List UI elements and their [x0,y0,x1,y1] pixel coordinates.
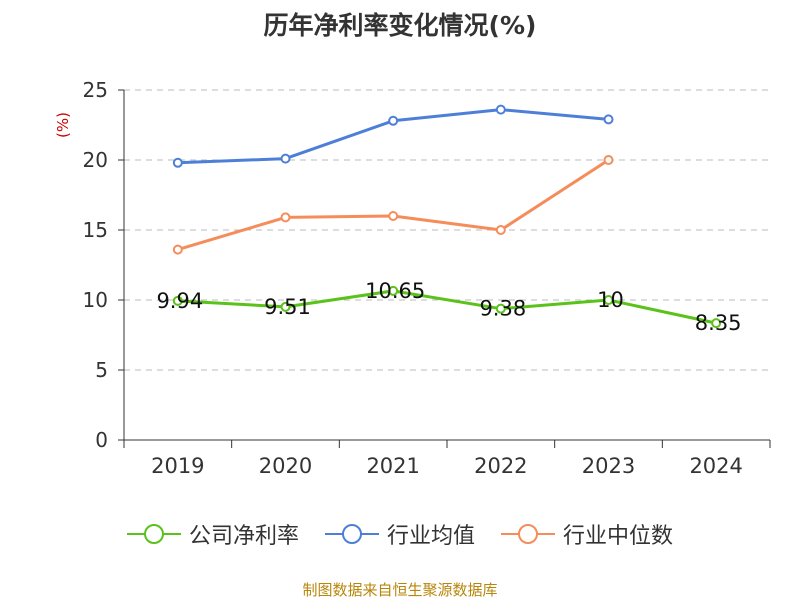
data-point [388,211,399,221]
x-tick-label: 2019 [151,454,204,478]
data-point [388,285,399,296]
data-point [495,225,506,235]
series-line [177,289,717,325]
data-point [172,244,183,255]
data-label: 10 [597,288,624,312]
data-label: 9.38 [479,297,526,321]
y-tick-label: 15 [83,218,108,242]
data-label: 8.35 [695,311,742,335]
data-point [603,155,614,165]
legend-item-industry-mean[interactable]: 行业均值 [324,518,475,550]
data-point [388,115,399,126]
data-point [711,318,722,329]
data-point [495,104,506,115]
y-tick-label: 20 [83,148,108,172]
legend-item-industry-median[interactable]: 行业中位数 [501,518,673,550]
x-tick-label: 2021 [366,454,419,478]
data-point [603,114,614,125]
data-point [172,295,183,306]
chart-title: 历年净利率变化情况(%) [263,11,537,40]
series-line [177,158,610,252]
legend-label-company: 公司净利率 [188,524,299,549]
data-point [280,301,291,312]
x-tick-label: 2024 [689,454,742,478]
y-tick-label: 5 [95,358,108,382]
data-point [280,153,291,164]
y-tick-label: 25 [83,78,108,102]
y-tick-label: 10 [83,288,108,312]
y-tick-label: 0 [95,428,108,452]
x-tick-label: 2023 [582,454,635,478]
legend-marker-industry-mean [324,524,379,544]
data-label: 9.94 [156,289,203,313]
x-tick-label: 2022 [474,454,527,478]
data-point [172,157,183,168]
data-source-note: 制图数据来自恒生聚源数据库 [302,581,498,599]
data-label: 10.65 [365,279,425,303]
legend-label-industry-median: 行业中位数 [563,524,674,549]
data-point [495,303,506,314]
x-tick-label: 2020 [259,454,312,478]
legend-item-company[interactable]: 公司净利率 [126,518,299,550]
chart-legend: 公司净利率 行业均值 行业中位数 [0,518,800,550]
data-point [603,295,614,305]
legend-label-industry-mean: 行业均值 [386,524,475,549]
data-label: 9.51 [264,295,311,319]
y-axis-label: (%) [54,112,72,138]
legend-marker-company [126,524,181,544]
data-point [280,212,291,223]
legend-marker-industry-median [501,524,555,544]
